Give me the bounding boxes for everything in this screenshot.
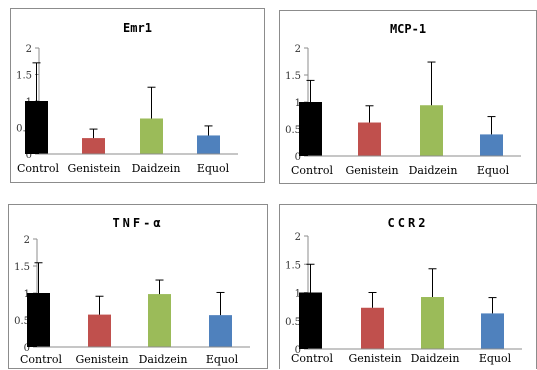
x-tick-label: Daidzein — [409, 164, 458, 177]
y-tick-label: 1 — [295, 289, 301, 300]
chart-title: Emr1 — [123, 21, 152, 35]
bar — [197, 135, 220, 154]
chart-plot-mcp1: 0 0.5 1 1.5 2 Control Genistein Daidzein Equol — [285, 44, 521, 177]
y-tick-label: 2 — [26, 44, 32, 55]
chart-panel-mcp1: MCP-1 0 0.5 1 1.5 2 Control Genistein Daidzein E… — [279, 10, 537, 184]
bar — [88, 314, 111, 347]
chart-plot-tnf-alpha: 0 0.5 1 1.5 2 Control Genistein Daidzein Equol — [14, 235, 250, 366]
x-tick-label: Control — [17, 162, 59, 175]
bar — [148, 294, 171, 347]
y-tick-label: 0.5 — [16, 124, 32, 135]
chart-title: CCR2 — [387, 216, 429, 230]
bar — [299, 292, 322, 349]
bar — [27, 293, 50, 347]
y-tick-label: 1.5 — [285, 71, 301, 82]
x-tick-label: Control — [291, 164, 333, 177]
y-tick-label: 0 — [24, 343, 30, 354]
y-tick-label: 0.5 — [285, 125, 301, 136]
x-tick-label: Genistein — [75, 353, 128, 366]
y-tick-label: 2 — [24, 235, 30, 246]
chart-title: TNF-α — [112, 216, 164, 230]
x-tick-label: Equol — [479, 352, 512, 365]
x-tick-label: Equol — [206, 353, 239, 366]
y-tick-label: 0 — [295, 152, 301, 163]
y-tick-label: 2 — [295, 232, 301, 243]
x-tick-label: Genistein — [348, 352, 401, 365]
bar — [361, 307, 384, 349]
chart-panel-emr1: Emr1 00.511.52ControlGenisteinDaidzeinEq… — [10, 8, 265, 183]
y-tick-label: 0.5 — [285, 317, 301, 328]
x-tick-label: Daidzein — [139, 353, 188, 366]
chart-title: MCP-1 — [389, 22, 427, 36]
chart-panel-tnf-alpha: TNF-α 0 0.5 1 1.5 2 Control Genistein Daidzein E… — [8, 204, 268, 369]
x-tick-label: Equol — [197, 162, 230, 175]
y-tick-label: 0 — [295, 345, 301, 356]
y-tick-label: 1.5 — [14, 262, 30, 273]
chart-plot-ccr2: 0 0.5 1 1.5 2 Control Genistein Daidzein Equol — [285, 232, 522, 365]
x-tick-label: Equol — [477, 164, 510, 177]
x-tick-label: Control — [20, 353, 62, 366]
y-tick-label: 2 — [295, 44, 301, 55]
x-tick-label: Control — [291, 352, 333, 365]
y-tick-label: 1.5 — [16, 71, 32, 82]
bar — [209, 315, 232, 347]
x-tick-label: Daidzein — [411, 352, 460, 365]
bar — [358, 122, 381, 156]
y-tick-label: 0.5 — [14, 316, 30, 327]
bar — [140, 118, 163, 154]
bar — [481, 313, 504, 349]
bar — [420, 105, 443, 156]
x-tick-label: Genistein — [67, 162, 120, 175]
chart-panel-ccr2: CCR2 0 0.5 1 1.5 2 Control Genistein Daidzein Eq… — [279, 204, 537, 369]
bar — [421, 297, 444, 349]
bar — [480, 134, 503, 156]
bar — [25, 101, 48, 154]
y-tick-label: 1 — [295, 98, 301, 109]
y-tick-label: 1.5 — [285, 260, 301, 271]
y-tick-label: 1 — [24, 289, 30, 300]
x-tick-label: Daidzein — [132, 162, 181, 175]
bar — [299, 102, 322, 156]
bar — [82, 138, 105, 154]
y-tick-label: 0 — [26, 150, 32, 161]
x-tick-label: Genistein — [345, 164, 398, 177]
